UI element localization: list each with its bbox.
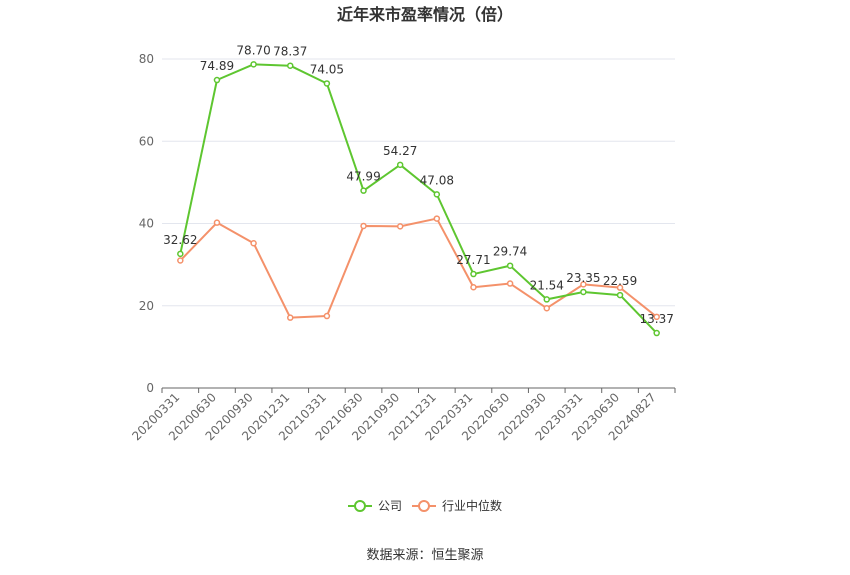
data-point-industry-median (396, 223, 404, 230)
data-point-company (470, 270, 477, 278)
data-label: 78.70 (236, 43, 270, 57)
y-tick-label: 80 (139, 52, 154, 66)
data-label: 23.35 (566, 271, 600, 285)
data-point-industry-median (506, 280, 514, 287)
data-point-company (323, 80, 331, 87)
data-point-company (543, 296, 550, 303)
data-label: 29.74 (493, 245, 527, 259)
data-label: 13.37 (639, 312, 673, 326)
data-point-company (177, 250, 184, 258)
data-point-industry-median (213, 219, 221, 226)
data-point-industry-median (250, 239, 257, 247)
data-label: 74.05 (310, 62, 344, 76)
y-tick-label: 60 (139, 134, 154, 148)
grid (162, 58, 675, 307)
data-label: 54.27 (383, 144, 417, 158)
legend-label: 行业中位数 (442, 498, 502, 513)
data-point-company (396, 161, 404, 169)
data-point-industry-median (470, 283, 477, 291)
y-tick-label: 20 (139, 299, 154, 313)
data-point-company (250, 61, 257, 68)
data-label: 32.62 (163, 233, 197, 247)
chart-title: 近年来市盈率情况（倍） (337, 5, 513, 24)
y-tick-label: 0 (146, 381, 154, 395)
data-point-industry-median (543, 304, 550, 312)
data-point-industry-median (433, 215, 441, 222)
series-line-company (179, 63, 658, 334)
y-tick-label: 40 (139, 217, 154, 231)
data-point-company (506, 262, 514, 269)
legend-marker (354, 500, 366, 512)
data-point-industry-median (580, 281, 587, 288)
data-label: 78.37 (273, 45, 307, 59)
data-label: 21.54 (530, 278, 564, 292)
series (177, 61, 660, 337)
data-point-company (213, 76, 221, 84)
data-label: 47.08 (420, 173, 454, 187)
data-point-company (360, 187, 367, 194)
data-point-company (616, 291, 624, 299)
data-point-industry-median (616, 284, 624, 291)
data-label: 74.89 (200, 59, 234, 73)
data-point-industry-median (177, 257, 184, 264)
data-source: 数据来源：恒生聚源 (366, 548, 483, 563)
data-label: 47.99 (346, 170, 380, 184)
data-point-industry-median (360, 222, 367, 230)
data-point-industry-median (323, 312, 331, 320)
series-line-industry-median (179, 217, 658, 319)
data-point-industry-median (653, 313, 660, 321)
data-label: 22.59 (603, 274, 637, 288)
data-label: 27.71 (456, 253, 490, 267)
data-point-company (287, 62, 294, 69)
legend-label: 公司 (378, 499, 402, 513)
legend[interactable]: 公司 行业中位数 (348, 498, 502, 513)
data-point-company (653, 329, 660, 337)
data-point-company (433, 191, 441, 198)
data-point-company (580, 288, 587, 296)
data-point-industry-median (287, 314, 294, 321)
legend-item-company[interactable]: 公司 (348, 499, 402, 513)
legend-item-industry-median[interactable]: 行业中位数 (412, 498, 502, 513)
legend-marker (418, 500, 430, 512)
